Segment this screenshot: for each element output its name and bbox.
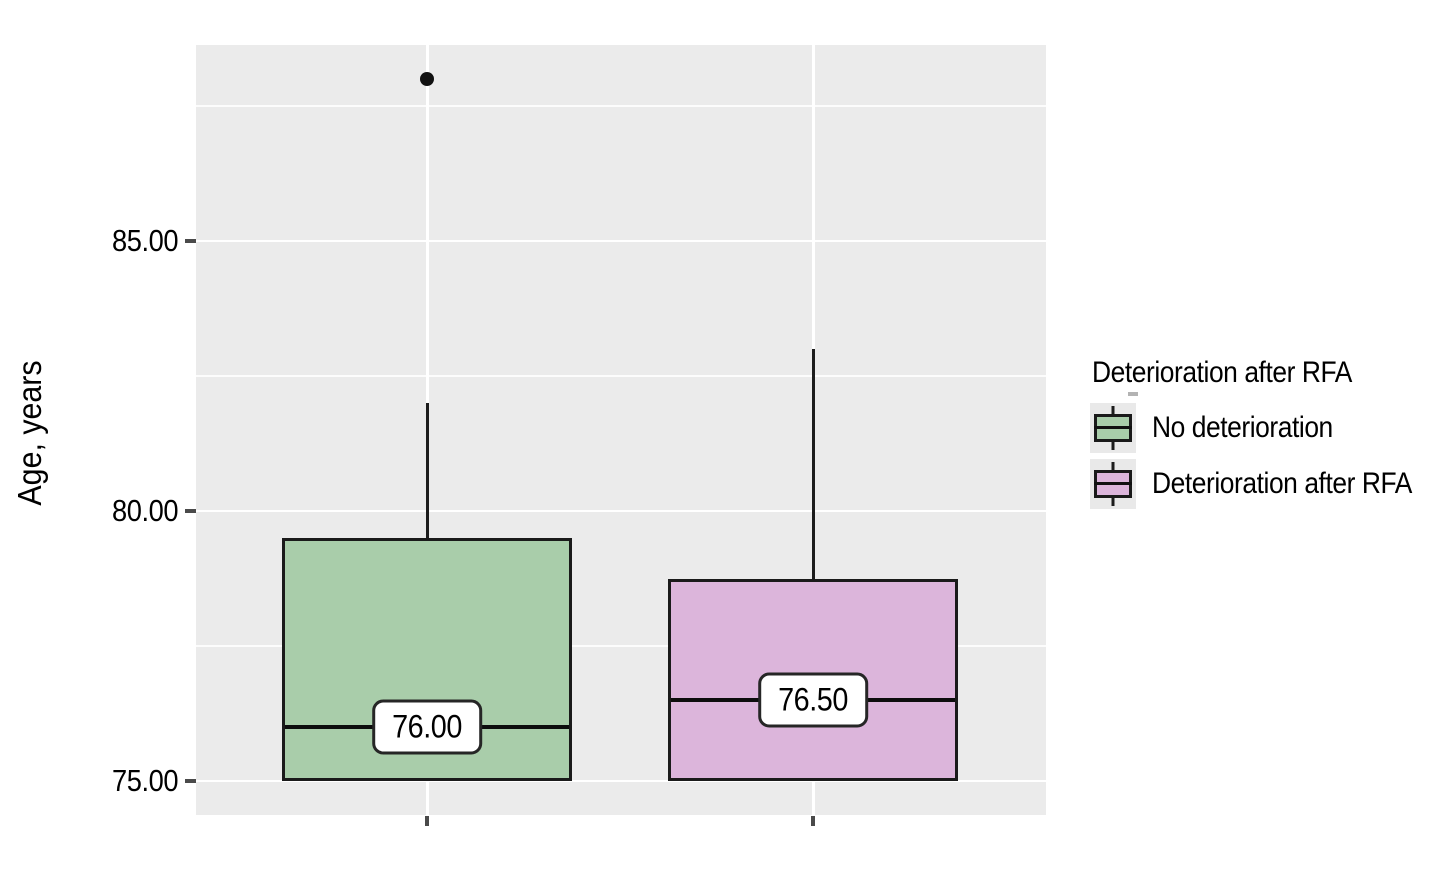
glyph-median — [1094, 482, 1132, 485]
major-gridline — [196, 780, 1046, 782]
median-value-text: 76.50 — [778, 681, 848, 718]
legend-item-no-deterioration: No deterioration — [1088, 403, 1455, 453]
median-value-label: 76.00 — [372, 699, 482, 755]
legend-item-label: Deterioration after RFA — [1152, 467, 1447, 501]
glyph-median — [1094, 426, 1132, 429]
y-tick-label-text: 80.00 — [111, 493, 179, 528]
upper-whisker — [425, 403, 429, 538]
legend-item-deterioration-after-rfa: Deterioration after RFA — [1088, 459, 1455, 509]
legend-title: Deterioration after RFA — [1092, 356, 1455, 390]
plot-area: 76.00 76.50 — [196, 45, 1046, 815]
boxplot-glyph-icon — [1090, 459, 1136, 509]
y-tick-label-text: 85.00 — [111, 223, 179, 258]
y-axis-title: Age, years — [11, 360, 48, 506]
legend-divider-dash — [1128, 392, 1138, 396]
x-tick-mark-group1 — [425, 816, 429, 826]
y-tick-label-text: 75.00 — [111, 763, 179, 798]
minor-gridline — [196, 645, 1046, 647]
y-tick-label-80: 80.00 — [48, 493, 179, 529]
box — [668, 578, 958, 781]
outlier-point — [420, 72, 434, 86]
y-tick-mark — [185, 239, 196, 243]
y-tick-label-85: 85.00 — [48, 223, 179, 259]
major-gridline — [196, 510, 1046, 512]
minor-gridline — [196, 105, 1046, 107]
upper-whisker — [811, 349, 815, 579]
y-tick-mark — [185, 509, 196, 513]
median-value-text: 76.00 — [392, 708, 462, 745]
y-tick-mark — [185, 779, 196, 783]
boxplot-glyph-icon — [1090, 403, 1136, 453]
legend: Deterioration after RFA No deterioration… — [1088, 356, 1455, 515]
median-value-label: 76.50 — [758, 672, 868, 728]
legend-item-text: Deterioration after RFA — [1152, 467, 1412, 500]
legend-title-text: Deterioration after RFA — [1092, 356, 1352, 389]
y-tick-label-75: 75.00 — [48, 763, 179, 799]
minor-gridline — [196, 375, 1046, 377]
x-tick-mark-group2 — [811, 816, 815, 826]
legend-item-text: No deterioration — [1152, 411, 1333, 444]
major-gridline — [196, 240, 1046, 242]
legend-item-label: No deterioration — [1152, 411, 1357, 445]
